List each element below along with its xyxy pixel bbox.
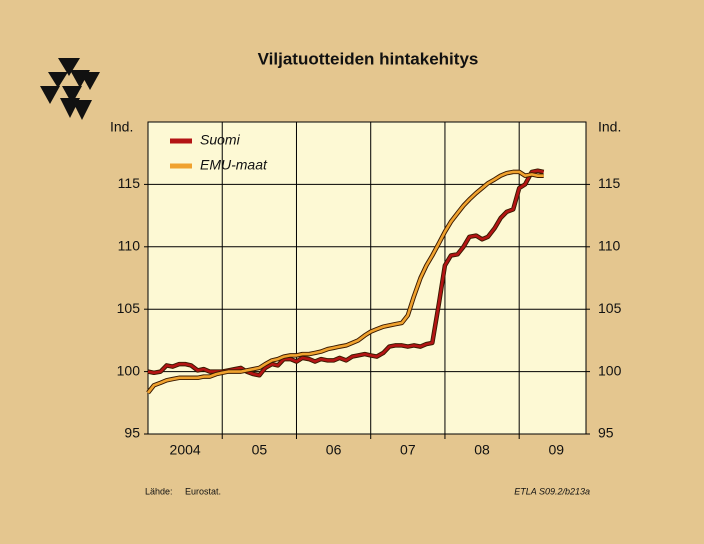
y2-tick-label: 95 — [598, 425, 614, 441]
x-tick-label: 05 — [252, 442, 268, 458]
legend-label: Suomi — [200, 132, 241, 148]
y-axis-label: Ind. — [110, 119, 133, 135]
x-tick-label: 08 — [474, 442, 490, 458]
chart-title: Viljatuotteiden hintakehitys — [258, 49, 479, 68]
series-line — [147, 169, 544, 377]
y-tick-label: 100 — [117, 362, 141, 378]
y2-tick-label: 115 — [598, 175, 621, 191]
source: Eurostat. — [185, 486, 221, 496]
x-tick-label: 06 — [326, 442, 342, 458]
y-tick-label: 115 — [118, 175, 141, 191]
x-tick-label: 2004 — [170, 442, 201, 458]
logo — [40, 58, 100, 120]
y2-tick-label: 100 — [598, 362, 622, 378]
y2-tick-label: 110 — [598, 238, 621, 254]
source-label: Lähde: — [145, 486, 173, 496]
y2-tick-label: 105 — [598, 300, 622, 316]
legend-label: EMU-maat — [200, 157, 268, 173]
chart-code: ETLA S09.2/b213a — [514, 486, 590, 496]
x-tick-label: 07 — [400, 442, 416, 458]
y2-axis-label: Ind. — [598, 119, 621, 135]
y-tick-label: 110 — [118, 238, 141, 254]
x-tick-label: 09 — [549, 442, 565, 458]
y-tick-label: 95 — [124, 425, 140, 441]
series-line — [146, 170, 544, 394]
y-tick-label: 105 — [117, 300, 141, 316]
